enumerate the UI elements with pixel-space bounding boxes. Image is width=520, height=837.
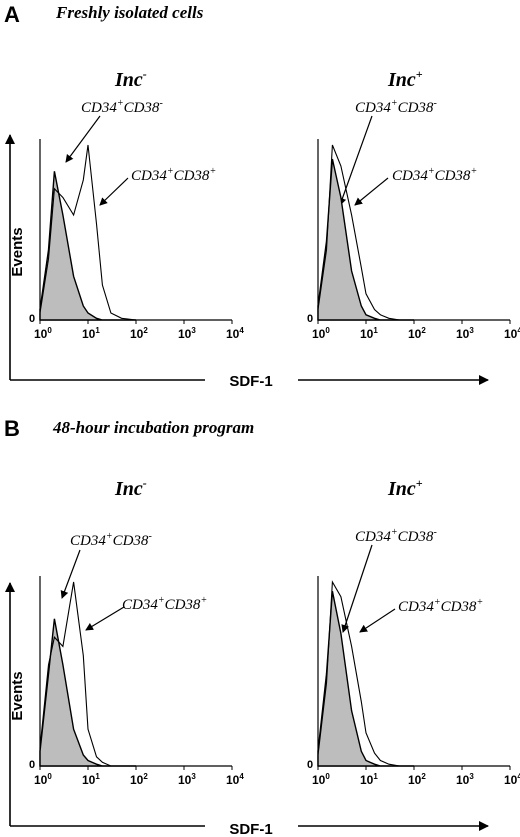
pop-label-cd34-cd38-neg: CD34+CD38-: [70, 531, 152, 549]
pointer-arrow: [99, 177, 129, 206]
x-tick-label: 100: [312, 772, 330, 787]
x-tick-label: 103: [178, 772, 196, 787]
pop-label-cd34-cd38-pos: CD34+CD38+: [122, 595, 207, 613]
series-cd34-cd38-pos-line: [317, 580, 414, 767]
x-tick-label: 102: [408, 772, 426, 787]
pointer-arrow: [354, 177, 389, 206]
condition-label-inc-minus: Inc-: [114, 476, 147, 500]
zero-tick-label: 0: [29, 759, 35, 771]
x-tick-label: 102: [130, 326, 148, 341]
pointer-arrow: [60, 549, 81, 599]
series-cd34-cd38-pos-line: [39, 581, 136, 767]
zero-tick-label: 0: [29, 313, 35, 325]
pop-label-cd34-cd38-neg: CD34+CD38-: [355, 98, 437, 116]
condition-label-inc-plus: Inc+: [387, 67, 423, 91]
pop-label-cd34-cd38-neg: CD34+CD38-: [355, 527, 437, 545]
zero-tick-label: 0: [307, 759, 313, 771]
sdf-axis-label: SDF-1: [229, 821, 272, 837]
condition-label-inc-plus: Inc+: [387, 476, 423, 500]
pointer-arrow: [341, 544, 373, 633]
series-cd34-cd38-pos-line: [39, 144, 137, 321]
pointer-arrow: [85, 606, 125, 631]
pop-label-cd34-cd38-pos: CD34+CD38+: [392, 166, 477, 184]
x-tick-label: 102: [408, 326, 426, 341]
series-cd34-cd38-pos-line: [317, 144, 414, 321]
pop-label-cd34-cd38-pos: CD34+CD38+: [398, 597, 483, 615]
series-cd34-cd38-neg-area: [39, 618, 136, 767]
panel-a: A Freshly isolated cells Inc- Inc+ CD34+…: [4, 2, 489, 390]
x-tick-label: 104: [504, 326, 520, 341]
x-tick-label: 101: [360, 772, 378, 787]
zero-tick-label: 0: [307, 313, 313, 325]
pop-label-cd34-cd38-neg: CD34+CD38-: [81, 98, 163, 116]
x-tick-label: 104: [226, 326, 244, 341]
panel-a-title: Freshly isolated cells: [55, 3, 204, 22]
sdf-axis-label: SDF-1: [229, 373, 272, 390]
x-tick-label: 101: [360, 326, 378, 341]
x-tick-label: 102: [130, 772, 148, 787]
events-axis-label: Events: [9, 671, 26, 720]
x-tick-label: 100: [312, 326, 330, 341]
condition-label-inc-minus: Inc-: [114, 67, 147, 91]
x-tick-label: 101: [82, 326, 100, 341]
pointer-arrow: [65, 115, 101, 163]
x-tick-label: 104: [226, 772, 244, 787]
x-tick-label: 103: [456, 772, 474, 787]
x-tick-label: 101: [82, 772, 100, 787]
pop-label-cd34-cd38-pos: CD34+CD38+: [131, 166, 216, 184]
panel-b: B 48-hour incubation program Inc- Inc+ C…: [4, 416, 489, 837]
panel-b-title: 48-hour incubation program: [52, 418, 254, 437]
pointer-arrow: [359, 608, 396, 633]
x-tick-label: 104: [504, 772, 520, 787]
series-cd34-cd38-neg-area: [317, 591, 414, 767]
x-tick-label: 103: [456, 326, 474, 341]
x-tick-label: 100: [34, 772, 52, 787]
panel-b-letter: B: [4, 416, 20, 441]
x-tick-label: 100: [34, 326, 52, 341]
pointer-arrow: [338, 115, 373, 206]
x-tick-label: 103: [178, 326, 196, 341]
events-axis-label: Events: [9, 227, 26, 276]
panel-a-letter: A: [4, 2, 20, 27]
